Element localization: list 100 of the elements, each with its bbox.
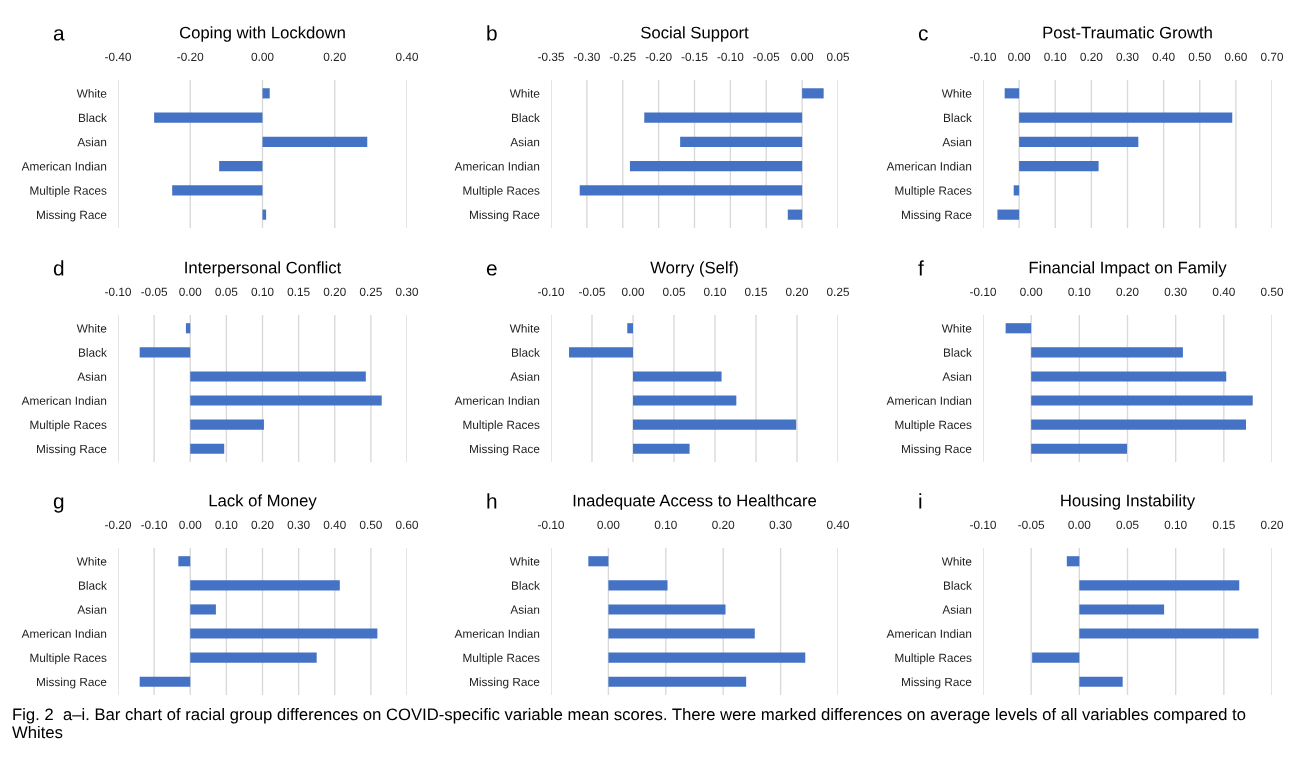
- x-tick-label: 0.10: [1044, 52, 1067, 61]
- y-tick-label: American Indian: [886, 629, 972, 638]
- y-tick-label: White: [941, 323, 972, 333]
- x-tick-label: 0.20: [1080, 52, 1103, 61]
- y-tick-label: Multiple Races: [463, 420, 540, 432]
- y-tick-label: Asian: [942, 605, 972, 614]
- chart-title: Financial Impact on Family: [1029, 261, 1227, 277]
- bar: [1031, 371, 1227, 382]
- bar: [633, 395, 737, 406]
- y-tick-label: Black: [511, 348, 540, 357]
- y-tick-label: American Indian: [21, 161, 107, 171]
- y-tick-label: American Indian: [21, 629, 107, 638]
- x-tick-label: -0.05: [1018, 520, 1045, 529]
- x-tick-label: -0.20: [177, 52, 204, 61]
- x-tick-label: -0.05: [753, 52, 780, 61]
- x-tick-label: 0.00: [791, 52, 814, 61]
- chart-title: Housing Instability: [1061, 494, 1196, 510]
- y-tick-label: Missing Race: [470, 444, 540, 456]
- y-tick-label: Black: [78, 113, 107, 122]
- y-tick-label: Multiple Races: [895, 186, 972, 198]
- bar: [190, 580, 340, 591]
- x-tick-label: -0.10: [970, 520, 996, 529]
- bar: [608, 628, 755, 639]
- y-tick-label: Asian: [510, 137, 540, 147]
- text: f: [918, 260, 924, 276]
- bar: [190, 628, 378, 639]
- y-tick-label: Multiple Races: [895, 653, 972, 665]
- bar: [608, 604, 726, 615]
- y-tick-label: Black: [78, 581, 107, 590]
- text: i: [919, 493, 922, 509]
- x-tick-label: 0.20: [323, 52, 346, 61]
- x-tick-label: 0.30: [769, 520, 792, 529]
- x-tick-label: -0.30: [573, 52, 600, 61]
- x-tick-label: 0.20: [1116, 287, 1139, 296]
- y-tick-label: American Indian: [454, 161, 540, 171]
- bar: [633, 419, 797, 430]
- bar: [1005, 323, 1032, 334]
- x-tick-label: 0.20: [1260, 520, 1284, 529]
- bar: [185, 323, 191, 334]
- bar: [1019, 112, 1233, 123]
- bar: [627, 323, 633, 334]
- x-tick-label: 0.10: [1164, 520, 1187, 529]
- x-tick-label: 0.30: [1116, 52, 1139, 61]
- y-tick-label: Multiple Races: [895, 420, 972, 432]
- bar: [1031, 347, 1183, 358]
- bar: [1079, 676, 1123, 687]
- y-tick-label: Asian: [942, 137, 972, 147]
- x-tick-label: 0.00: [1068, 520, 1091, 529]
- y-tick-label: Asian: [77, 605, 107, 614]
- x-tick-label: 0.15: [1212, 520, 1235, 529]
- bar: [608, 676, 747, 687]
- x-tick-label: 0.00: [1008, 52, 1031, 61]
- x-tick-label: 0.30: [1164, 287, 1187, 296]
- chart-title: Social Support: [641, 26, 749, 42]
- y-tick-label: Multiple Races: [30, 186, 107, 198]
- bar: [139, 347, 191, 358]
- bar: [1031, 419, 1246, 430]
- x-tick-label: 0.70: [1260, 52, 1284, 61]
- x-tick-label: 0.15: [744, 287, 767, 296]
- y-tick-label: White: [941, 89, 972, 98]
- y-tick-label: American Indian: [454, 396, 540, 405]
- y-tick-label: Missing Race: [902, 444, 972, 456]
- x-tick-label: 0.00: [1020, 287, 1043, 296]
- y-tick-label: Black: [943, 348, 972, 357]
- x-tick-label: -0.10: [105, 287, 131, 296]
- text: g: [53, 497, 64, 513]
- chart-title: Lack of Money: [209, 494, 317, 510]
- chart-title: Worry (Self): [650, 261, 738, 277]
- x-tick-label: 0.30: [287, 520, 310, 529]
- x-tick-label: -0.10: [538, 520, 564, 529]
- text: c: [918, 29, 928, 41]
- x-tick-label: -0.10: [970, 287, 996, 296]
- x-tick-label: 0.10: [1068, 287, 1091, 296]
- y-tick-label: White: [76, 323, 107, 333]
- y-tick-label: White: [509, 323, 540, 333]
- x-tick-label: -0.10: [538, 287, 564, 296]
- x-tick-label: 0.05: [215, 287, 238, 296]
- chart-title: Interpersonal Conflict: [185, 261, 342, 277]
- x-tick-label: 0.10: [251, 287, 274, 296]
- bar: [633, 443, 690, 454]
- bar: [588, 556, 609, 567]
- x-tick-label: 0.40: [395, 52, 419, 61]
- bar: [1019, 161, 1099, 172]
- bar: [569, 347, 633, 358]
- bar: [1031, 443, 1128, 454]
- x-tick-label: 0.50: [1260, 287, 1284, 296]
- y-tick-label: Missing Race: [37, 210, 107, 222]
- y-tick-label: Missing Race: [37, 677, 107, 689]
- y-tick-label: Black: [943, 113, 972, 122]
- x-tick-label: 0.40: [826, 520, 850, 529]
- bar: [1019, 136, 1139, 147]
- text: b: [487, 25, 497, 41]
- x-tick-label: 0.15: [287, 287, 310, 296]
- x-tick-label: 0.60: [1224, 52, 1247, 61]
- y-tick-label: Multiple Races: [30, 653, 107, 665]
- x-tick-label: 0.50: [359, 520, 382, 529]
- chart-title: Coping with Lockdown: [179, 26, 345, 42]
- x-tick-label: 0.00: [597, 520, 620, 529]
- x-tick-label: -0.15: [681, 52, 708, 61]
- bar: [219, 161, 263, 172]
